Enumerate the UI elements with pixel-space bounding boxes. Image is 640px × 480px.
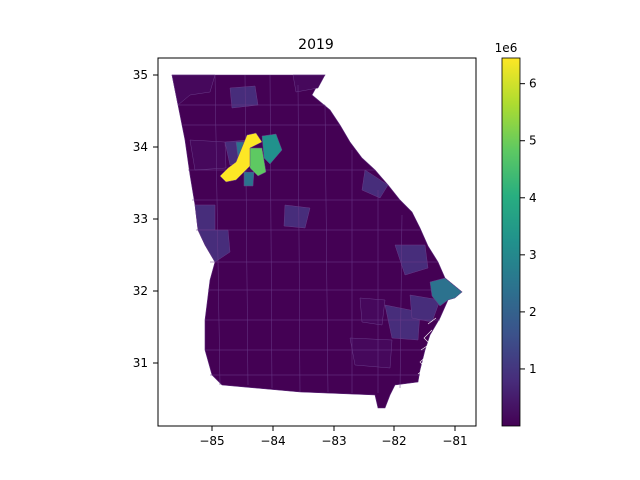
x-tick-label: −84 [260, 434, 285, 448]
y-tick-label: 32 [133, 284, 148, 298]
x-tick-label: −85 [199, 434, 224, 448]
y-tick-label: 34 [133, 140, 148, 154]
county-region [361, 169, 389, 199]
colorbar-multiplier: 1e6 [495, 41, 518, 55]
colorbar-ticks: 1 2 3 4 5 6 [520, 77, 537, 376]
x-tick-label: −82 [381, 434, 406, 448]
county-region [189, 139, 227, 171]
county-region [384, 304, 421, 341]
county-region [349, 337, 393, 369]
county-region [292, 74, 326, 93]
county-clayton [243, 171, 255, 187]
map-layer [171, 74, 463, 409]
y-tick-label: 35 [133, 68, 148, 82]
colorbar-tick-label: 4 [529, 191, 537, 205]
colorbar-tick-label: 6 [529, 77, 537, 91]
county-gwinnett [261, 133, 283, 165]
chart-title: 2019 [298, 37, 334, 53]
county-region [194, 204, 216, 231]
county-fulton [219, 132, 263, 183]
colorbar-bar [501, 57, 521, 427]
county-region [409, 294, 441, 323]
coastal-marsh-lines [417, 317, 437, 375]
colorbar-tick-label: 1 [529, 362, 537, 376]
y-tick-label: 33 [133, 212, 148, 226]
y-axis: 31 32 33 34 35 [133, 68, 158, 370]
county-region [283, 204, 311, 229]
map-axes-frame [157, 57, 477, 427]
x-axis: −85 −84 −83 −82 −81 [199, 426, 468, 448]
x-tick-label: −83 [321, 434, 346, 448]
colorbar-tick-label: 2 [529, 305, 537, 319]
colorbar: 1e6 1 2 3 4 5 6 [495, 41, 537, 427]
county-region [229, 85, 259, 109]
county-borders [178, 74, 445, 393]
y-tick-label: 31 [133, 356, 148, 370]
colorbar-tick-label: 5 [529, 134, 537, 148]
county-region [171, 74, 216, 106]
x-tick-label: −81 [442, 434, 467, 448]
county-region [359, 297, 386, 326]
county-chatham [429, 277, 463, 307]
colorbar-tick-label: 3 [529, 248, 537, 262]
